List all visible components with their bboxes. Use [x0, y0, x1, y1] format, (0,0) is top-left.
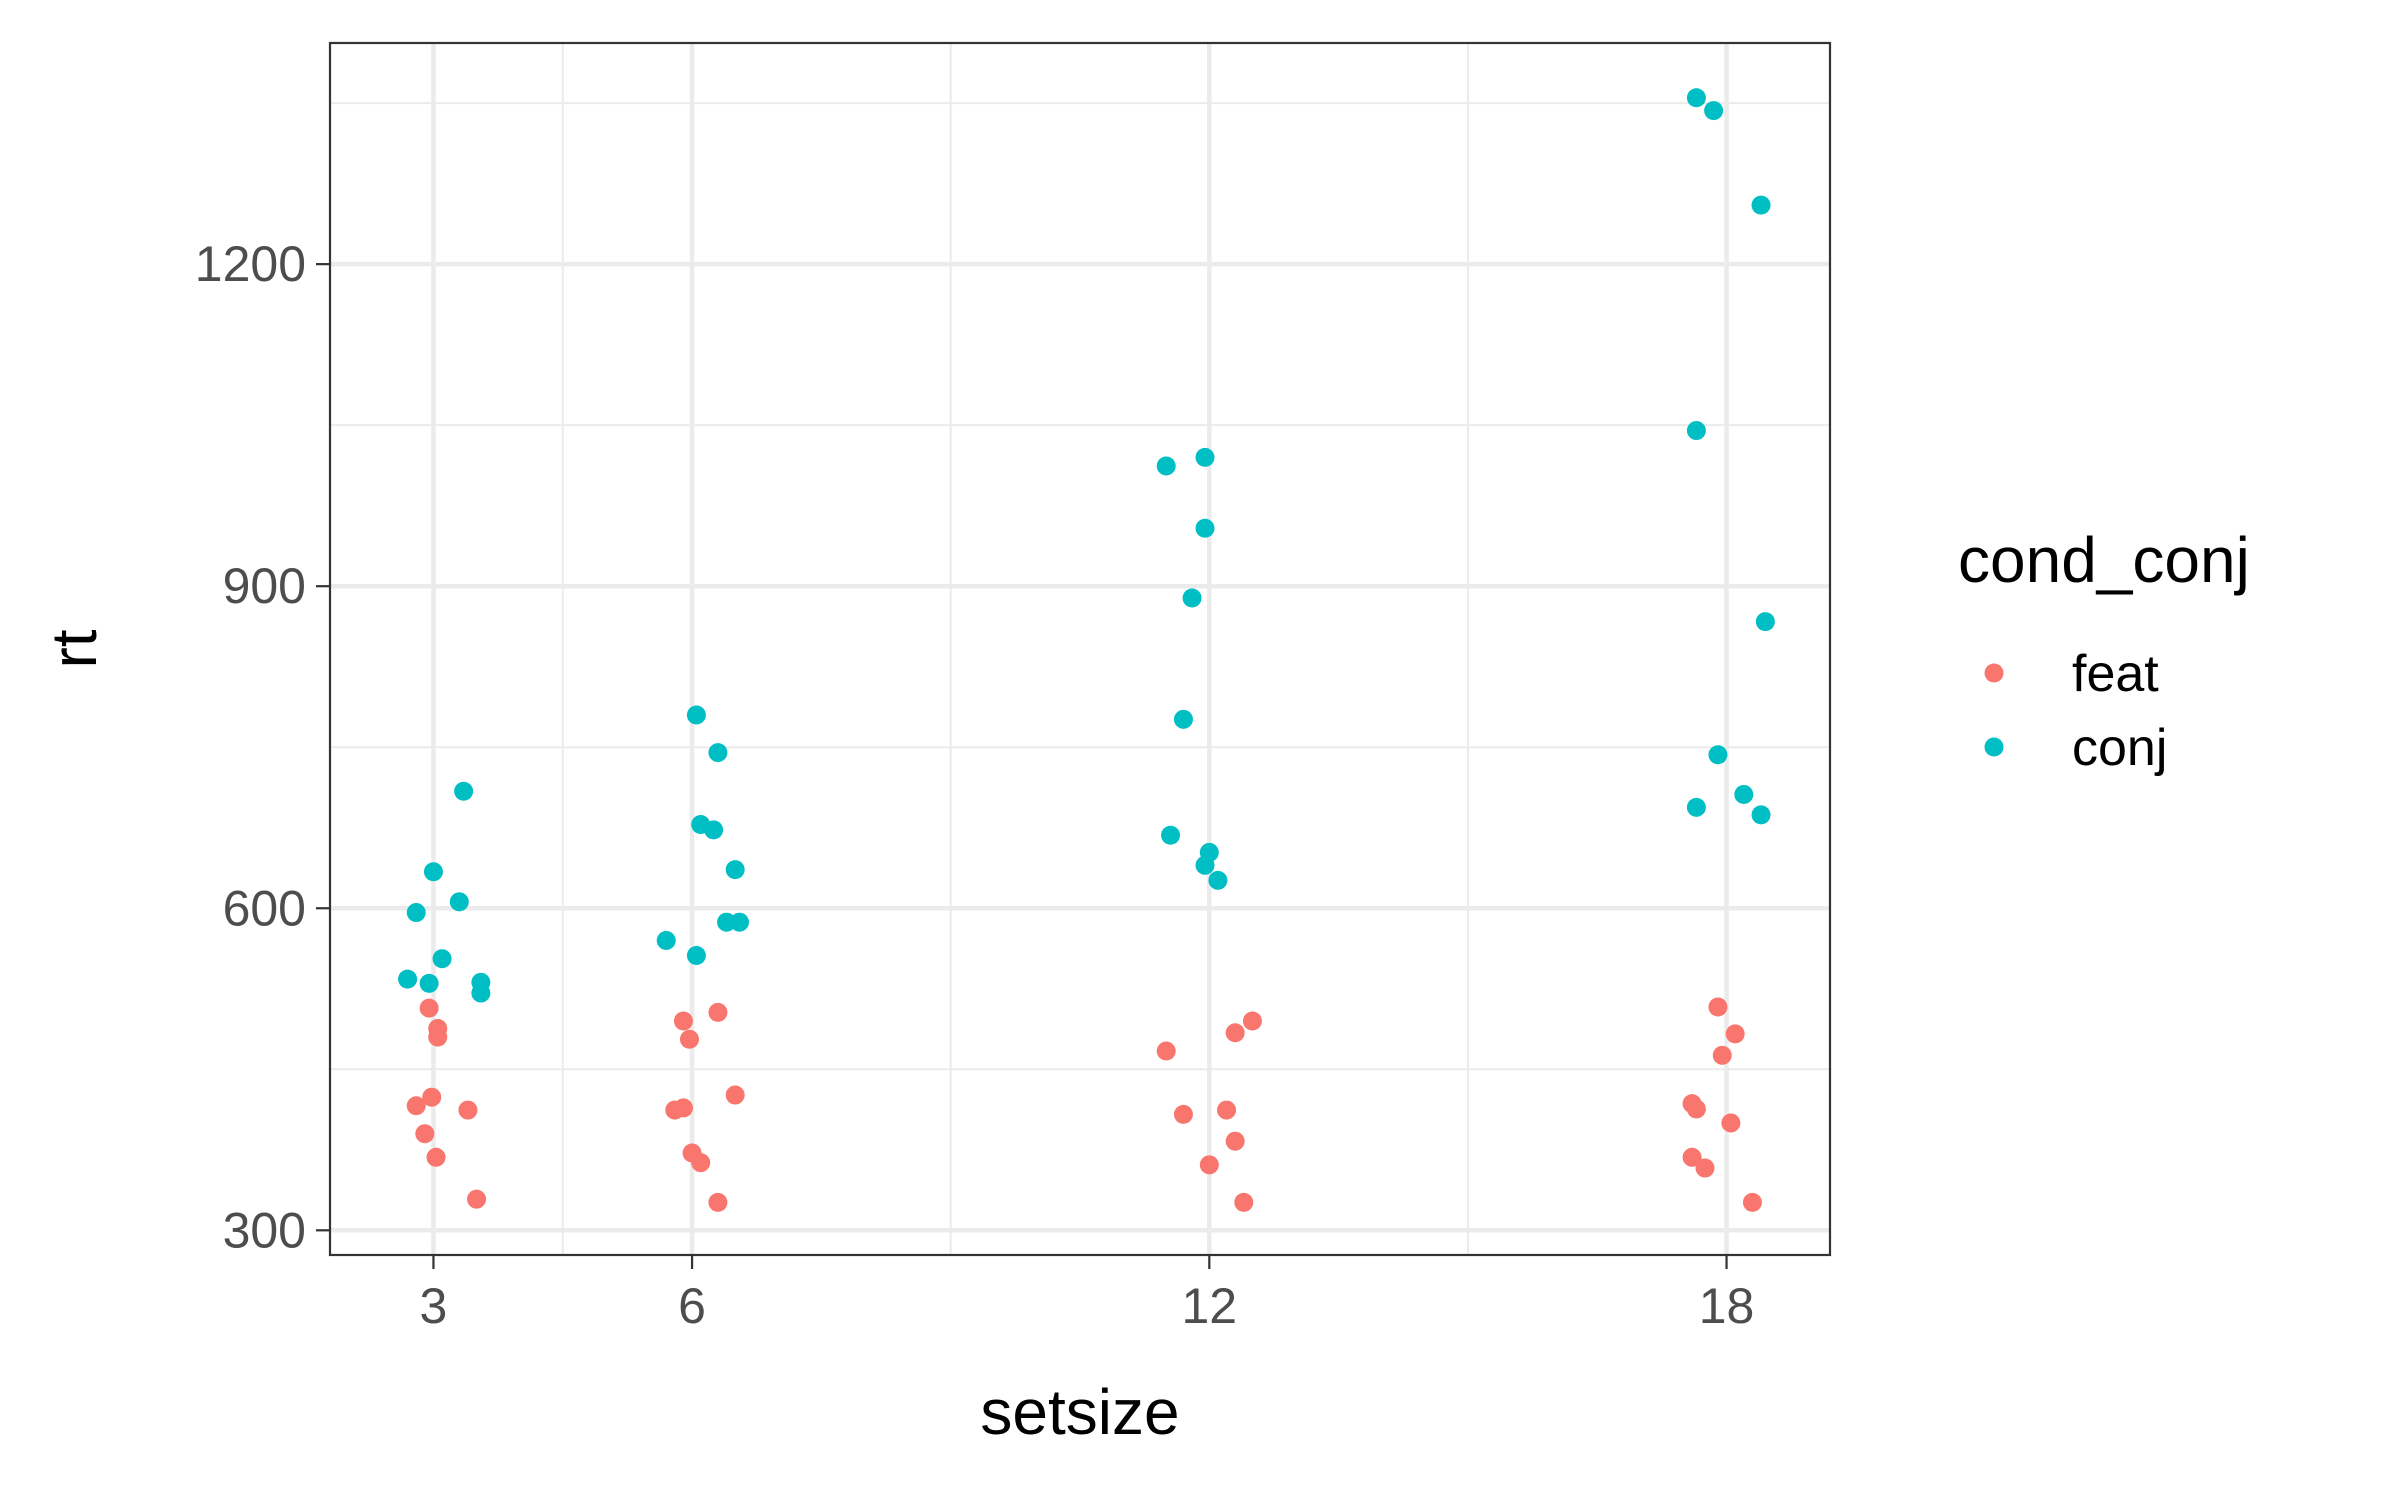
- data-point-conj: [1182, 588, 1202, 608]
- data-point-conj: [1751, 195, 1771, 215]
- legend-label-feat: feat: [2072, 645, 2159, 703]
- data-point-conj: [708, 743, 728, 763]
- data-point-feat: [415, 1124, 435, 1144]
- data-point-feat: [691, 1153, 711, 1173]
- data-point-feat: [1721, 1113, 1741, 1133]
- data-point-feat: [1242, 1011, 1262, 1031]
- data-point-conj: [686, 945, 706, 965]
- data-point-feat: [1708, 997, 1728, 1017]
- panel-border: [328, 41, 1832, 1257]
- data-point-conj: [1686, 797, 1706, 817]
- points-layer: [398, 88, 1775, 1212]
- data-point-feat: [679, 1029, 699, 1049]
- data-point-feat: [1695, 1158, 1715, 1178]
- data-point-conj: [1161, 825, 1181, 845]
- y-tick-label: 1200: [195, 236, 306, 292]
- data-point-conj: [471, 983, 491, 1003]
- data-point-feat: [1225, 1023, 1245, 1043]
- data-point-conj: [1734, 784, 1754, 804]
- data-point-feat: [1725, 1024, 1745, 1044]
- data-point-conj: [1195, 447, 1215, 467]
- data-point-conj: [1208, 870, 1228, 890]
- data-point-feat: [419, 998, 439, 1018]
- data-point-conj: [1199, 842, 1219, 862]
- data-point-feat: [708, 1192, 728, 1212]
- y-tick-label: 300: [223, 1202, 306, 1258]
- data-point-feat: [725, 1085, 745, 1105]
- y-tick-label: 600: [223, 880, 306, 936]
- data-point-feat: [467, 1189, 487, 1209]
- data-point-feat: [1686, 1099, 1706, 1119]
- data-point-conj: [686, 705, 706, 725]
- data-point-feat: [1712, 1045, 1732, 1065]
- data-point-feat: [1234, 1192, 1254, 1212]
- x-tick-label: 18: [1699, 1278, 1755, 1334]
- data-point-feat: [1742, 1192, 1762, 1212]
- legend-key-conj: [1984, 737, 2004, 757]
- data-point-conj: [729, 912, 749, 932]
- data-point-feat: [1682, 1147, 1702, 1167]
- data-point-feat: [673, 1011, 693, 1031]
- legend-title: cond_conj: [1958, 524, 2250, 596]
- data-point-conj: [1708, 745, 1728, 765]
- data-point-feat: [1156, 1041, 1176, 1061]
- data-point-feat: [673, 1098, 693, 1118]
- data-point-conj: [432, 949, 452, 969]
- data-point-conj: [1751, 805, 1771, 825]
- x-axis-title: setsize: [980, 1376, 1179, 1448]
- data-point-conj: [1173, 709, 1193, 729]
- data-point-conj: [1195, 518, 1215, 538]
- data-point-feat: [1225, 1131, 1245, 1151]
- data-point-conj: [449, 892, 469, 912]
- grid-layer: [330, 43, 1830, 1255]
- data-point-feat: [458, 1100, 478, 1120]
- data-point-conj: [704, 820, 724, 840]
- data-point-conj: [454, 781, 474, 801]
- legend-entries: feat conj: [1984, 645, 2167, 777]
- data-point-feat: [406, 1096, 426, 1116]
- data-point-conj: [1686, 421, 1706, 441]
- data-point-feat: [708, 1002, 728, 1022]
- data-point-conj: [406, 903, 426, 923]
- axis-layer: 3 6 12 18 300 600 900 1200: [195, 236, 1755, 1334]
- data-point-conj: [398, 969, 418, 989]
- data-point-conj: [419, 973, 439, 993]
- data-point-conj: [725, 860, 745, 880]
- data-point-feat: [426, 1147, 446, 1167]
- data-point-feat: [1173, 1104, 1193, 1124]
- legend-label-conj: conj: [2072, 719, 2167, 777]
- data-point-feat: [1199, 1155, 1219, 1175]
- data-point-feat: [1217, 1100, 1237, 1120]
- data-point-conj: [1156, 456, 1176, 476]
- x-tick-label: 3: [420, 1278, 448, 1334]
- data-point-feat: [422, 1087, 442, 1107]
- data-point-conj: [1755, 612, 1775, 632]
- x-tick-label: 12: [1181, 1278, 1237, 1334]
- data-point-conj: [423, 862, 443, 882]
- legend-key-feat: [1984, 663, 2004, 683]
- legend: cond_conj feat conj: [1958, 524, 2250, 777]
- y-axis-title: rt: [38, 629, 110, 668]
- data-point-conj: [1704, 101, 1724, 121]
- x-tick-label: 6: [678, 1278, 706, 1334]
- data-point-feat: [428, 1027, 448, 1047]
- data-point-conj: [1686, 88, 1706, 108]
- data-point-conj: [656, 930, 676, 950]
- y-tick-label: 900: [223, 558, 306, 614]
